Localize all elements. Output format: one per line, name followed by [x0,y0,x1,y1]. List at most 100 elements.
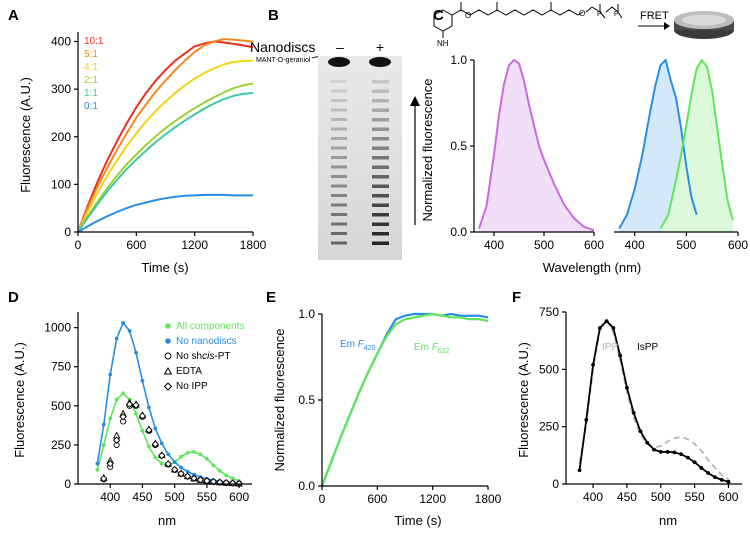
D-plot-series-0-point-8 [146,444,151,449]
D-plot-ytick-label-1: 250 [51,438,71,452]
C-left-plot-xtick-label-1: 500 [534,238,554,252]
D-plot-series-0-point-7 [140,428,145,433]
C-left-plot-ytick-label-1: 0.5 [450,139,467,153]
D-plot-series-1-point-8 [146,405,151,410]
F-plot-series-1-point-16 [685,455,690,460]
E-plot-xtick-label-2: 1200 [419,492,446,506]
F-plot-series-1-point-13 [665,449,670,454]
diphosphate [585,4,623,19]
gel-origin-plus [369,57,391,67]
F-plot-series-1-point-18 [699,466,704,470]
em532-f: F [432,342,439,353]
gel-band-plus-17 [372,241,389,245]
C-right-plot-series-0 [618,59,698,230]
A-plot-series-1 [77,38,254,233]
label-ispp: IsPP [637,342,658,353]
D-plot-xtick-label-4: 600 [229,490,249,504]
struct-nh: NH [437,39,449,48]
D-plot-series-1-point-14 [185,469,190,474]
gel-band-minus-11 [331,184,347,188]
panel-e-plot: 0 600 1200 1800 0.0 0.5 1.0 [298,307,501,506]
D-plot-series-1-point-1 [101,422,106,427]
D-plot-series-1-point-6 [134,350,138,355]
gel-band-plus-9 [372,165,389,169]
F-plot-xtick-label-2: 500 [651,490,671,504]
panel-d-plot: 400 450 500 550 600 0 250 500 750 1000 [44,312,252,504]
D-plot-series-4-point-6 [138,412,147,420]
A-plot-series-2 [77,59,254,233]
D-plot-series-0-point-15 [192,450,196,454]
F-plot-series-1-point-8 [631,411,636,415]
fret-arrow-head [664,22,670,30]
A-plot-ytick-label-2: 200 [51,130,71,144]
gel-band-plus-6 [372,137,389,141]
D-plot-series-4-point-20 [229,479,237,487]
gel-band-plus-13 [372,203,389,207]
legend-no-shcis-pt: No shcis-PT [176,351,230,362]
F-plot-series-1-point-3 [597,326,602,330]
legend-no-nanodiscs: No nanodiscs [176,336,237,347]
D-plot-series-0-point-3 [114,397,119,402]
gel-band-minus-2 [331,99,347,102]
D-plot-series-4-point-11 [171,465,179,474]
D-plot-xtick-label-1: 450 [132,490,152,504]
D-plot-series-1-point-2 [108,372,113,377]
C-right-plot-series-1 [659,59,734,230]
gel-band-plus-10 [372,175,389,179]
F-plot-series-1-point-17 [692,460,697,465]
F-plot-series-1-point-5 [611,326,616,330]
panel-e-xlabel: Time (s) [394,513,441,528]
lane-minus-label: – [336,39,344,55]
D-plot-series-4-point-9 [158,451,166,460]
gel-band-minus-13 [331,203,347,207]
E-plot-series-1 [320,312,489,487]
D-plot-series-4-point-4 [125,400,134,408]
D-plot-series-0-point-2 [108,416,113,421]
D-plot-series-4-point-8 [151,440,159,448]
A-plot-ytick-label-0: 0 [64,225,71,239]
gel-band-minus-7 [331,146,347,150]
gel-band-minus-5 [331,127,347,131]
F-plot-series-1-point-4 [604,319,609,324]
gel-band-plus-5 [372,127,389,131]
struct-p2: P [614,11,619,18]
D-plot-series-4-point-7 [145,426,153,434]
C-left-plot-series-0 [478,59,595,232]
F-plot-series-1-point-10 [645,440,650,445]
D-plot-ytick-label-2: 500 [51,399,71,413]
panel-b-label: B [268,7,279,24]
gel-band-minus-4 [331,118,347,121]
A-plot-xtick-label-1: 600 [126,238,146,252]
F-plot-series-1-point-11 [652,447,656,452]
panel-b-title: Nanodiscs [250,39,315,55]
gel-image [318,56,402,260]
D-plot-series-1-point-4 [121,321,126,325]
D-plot-series-1-point-10 [159,441,164,446]
D-plot-series-4-point-17 [209,478,217,486]
legend-marker-no-shcis [164,352,172,360]
panel-a-legend-1to1: 1:1 [84,88,98,99]
E-plot-ytick-label-2: 1.0 [298,307,315,321]
panel-d-legend: All components No nanodiscs No shcis-PT … [163,321,244,392]
mant-geranyl-structure [433,2,623,38]
legend-marker-edta [163,367,173,375]
panel-a-xlabel: Time (s) [141,260,188,275]
A-plot-xtick-label-0: 0 [75,238,82,252]
D-plot-series-4-point-1 [106,460,114,468]
C-left-plot-xtick-label-0: 400 [484,238,504,252]
band-label: MANT-O-geraniol [256,57,311,64]
D-plot-series-4-point-15 [196,476,205,484]
D-plot-series-0-point-1 [101,443,106,447]
panel-f-xlabel: nm [659,513,677,528]
struct-o-ester: O [465,11,471,20]
nanodisc-core [682,14,726,26]
A-plot-series-5 [77,193,253,233]
gel-band-plus-15 [372,222,389,226]
D-plot-series-4-point-5 [132,401,140,409]
C-right-plot-fill-1 [660,60,733,232]
A-plot-ytick-label-4: 400 [51,35,71,49]
F-plot-xtick-label-0: 400 [583,490,603,504]
D-plot-series-0-point-20 [224,473,229,478]
D-plot-series-1-point-7 [140,378,145,383]
C-left-plot-ytick-label-0: 0.0 [450,225,467,239]
